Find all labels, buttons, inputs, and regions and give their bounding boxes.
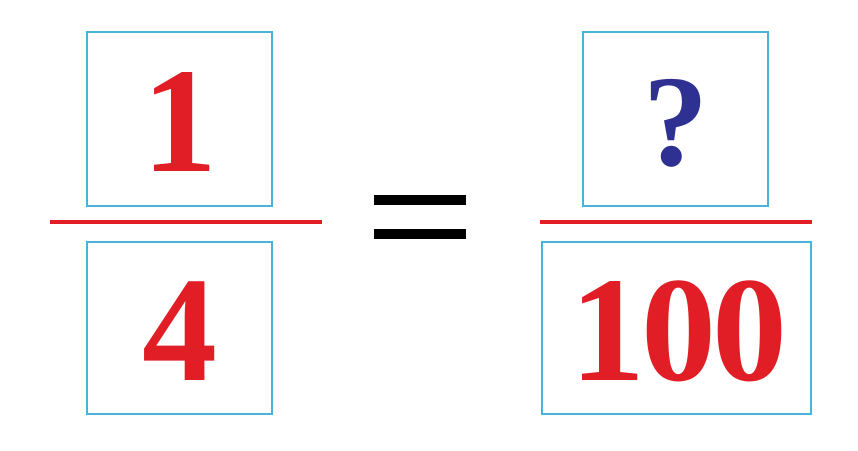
equals-bottom-bar <box>374 229 466 239</box>
left-numerator: 1 <box>142 38 217 204</box>
left-denominator: 4 <box>142 247 217 413</box>
right-denominator: 100 <box>570 247 787 413</box>
right-numerator-box[interactable]: ? <box>582 31 769 207</box>
left-fraction-bar <box>50 220 322 224</box>
right-fraction-bar <box>540 220 812 224</box>
left-numerator-box: 1 <box>86 31 273 207</box>
right-denominator-box: 100 <box>541 241 812 415</box>
right-numerator-unknown: ? <box>643 50 708 194</box>
left-denominator-box: 4 <box>86 241 273 415</box>
equals-top-bar <box>374 195 466 205</box>
